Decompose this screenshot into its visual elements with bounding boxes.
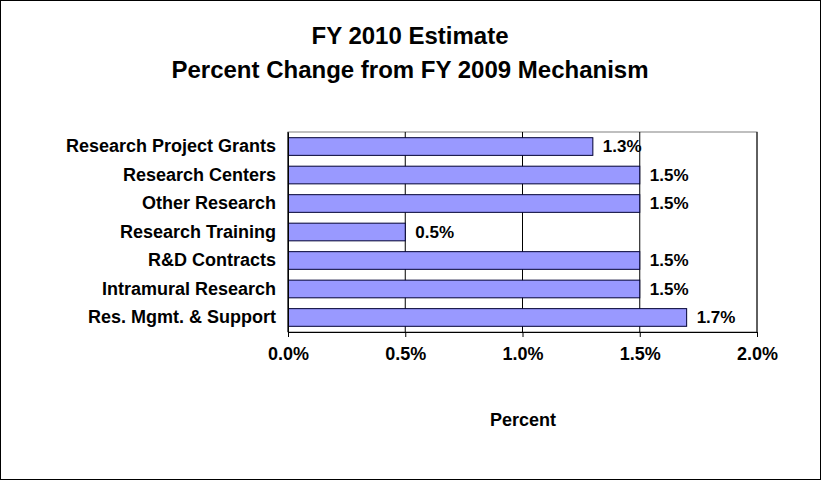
x-axis-title: Percent bbox=[490, 410, 556, 430]
x-tick-label: 1.5% bbox=[620, 344, 661, 364]
y-tick-label: Research Training bbox=[120, 222, 276, 242]
data-label: 1.5% bbox=[650, 166, 689, 185]
x-tick-mark bbox=[405, 332, 406, 337]
data-label: 1.5% bbox=[650, 280, 689, 299]
y-tick: R&D Contracts bbox=[148, 250, 288, 270]
x-tick-label: 0.0% bbox=[268, 344, 309, 364]
x-tick: 2.0% bbox=[737, 332, 778, 364]
data-label: 1.3% bbox=[603, 137, 642, 156]
y-tick: Research Project Grants bbox=[66, 136, 288, 156]
bar bbox=[288, 252, 640, 270]
bar bbox=[288, 309, 687, 327]
y-tick-label: Res. Mgmt. & Support bbox=[88, 307, 276, 327]
x-tick-mark bbox=[523, 332, 524, 337]
grid-line bbox=[639, 132, 640, 332]
y-tick-label: Research Centers bbox=[123, 165, 276, 185]
title: FY 2010 Estimate bbox=[311, 22, 508, 49]
y-tick: Intramural Research bbox=[102, 279, 288, 299]
data-label: 0.5% bbox=[415, 223, 454, 242]
bar bbox=[288, 280, 640, 298]
y-tick: Res. Mgmt. & Support bbox=[88, 307, 288, 327]
x-tick-label: 2.0% bbox=[737, 344, 778, 364]
y-tick: Research Training bbox=[120, 222, 288, 242]
chart: FY 2010 Estimate Percent Change from FY 2… bbox=[0, 0, 821, 480]
grid-line bbox=[288, 132, 289, 332]
x-tick-mark bbox=[640, 332, 641, 337]
data-label: 1.7% bbox=[697, 308, 736, 327]
y-tick-label: Research Project Grants bbox=[66, 136, 276, 156]
x-tick-label: 0.5% bbox=[385, 344, 426, 364]
x-tick: 0.5% bbox=[385, 332, 426, 364]
bar bbox=[288, 223, 405, 241]
x-tick-mark bbox=[757, 332, 758, 337]
grid-line bbox=[522, 132, 523, 332]
y-tick-label: R&D Contracts bbox=[148, 250, 276, 270]
grid-line bbox=[757, 132, 758, 332]
y-tick: Research Centers bbox=[123, 165, 288, 185]
x-tick: 0.0% bbox=[268, 332, 309, 364]
bar bbox=[288, 195, 640, 213]
data-label: 1.5% bbox=[650, 194, 689, 213]
plot-frame bbox=[288, 132, 757, 332]
data-label: 1.5% bbox=[650, 251, 689, 270]
x-axis: 0.0% 0.5% 1.0% 1.5% 2.0% bbox=[268, 332, 778, 364]
bars bbox=[288, 138, 687, 327]
background bbox=[1, 1, 821, 480]
grid bbox=[288, 132, 757, 332]
bar bbox=[288, 166, 640, 184]
subtitle: Percent Change from FY 2009 Mechanism bbox=[171, 56, 648, 83]
x-tick-label: 1.0% bbox=[502, 344, 543, 364]
x-tick: 1.5% bbox=[620, 332, 661, 364]
y-axis: Research Project Grants Research Centers O… bbox=[66, 133, 289, 333]
y-tick-label: Other Research bbox=[142, 193, 276, 213]
y-tick-label: Intramural Research bbox=[102, 279, 276, 299]
x-tick-mark bbox=[288, 332, 289, 337]
bar bbox=[288, 138, 593, 156]
y-tick: Other Research bbox=[142, 193, 288, 213]
y-axis-line bbox=[288, 133, 289, 333]
x-tick: 1.0% bbox=[502, 332, 543, 364]
data-labels: 1.3% 1.5% 1.5% 0.5% 1.5% 1.5% 1.7% bbox=[415, 137, 735, 327]
